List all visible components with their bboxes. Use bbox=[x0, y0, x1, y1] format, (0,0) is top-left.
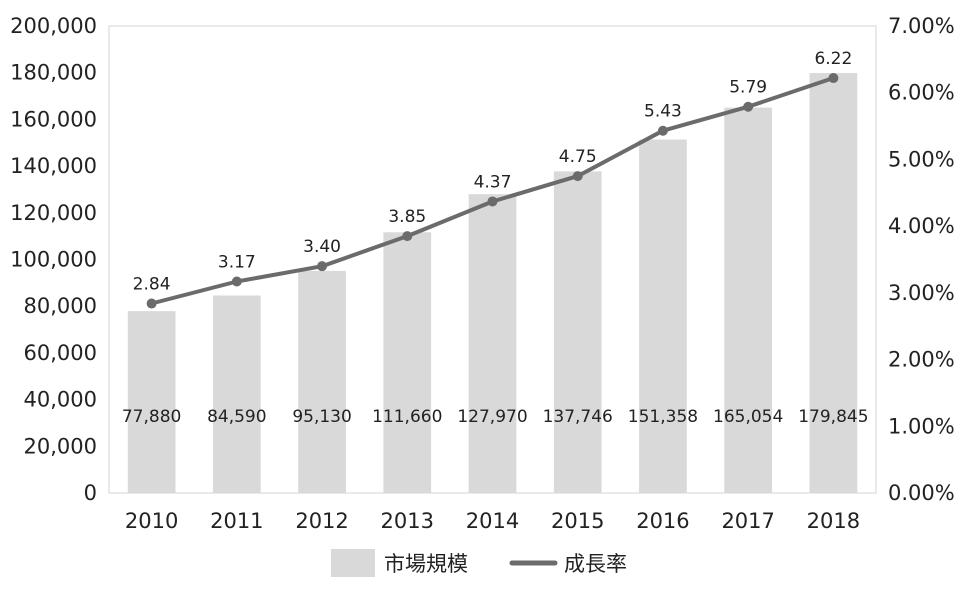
x-axis-tick-label: 2014 bbox=[466, 509, 519, 533]
x-axis-tick-label: 2012 bbox=[295, 509, 348, 533]
line-point-label-2016: 5.43 bbox=[644, 102, 682, 122]
x-axis-tick-label: 2015 bbox=[551, 509, 604, 533]
x-axis-tick-label: 2016 bbox=[636, 509, 689, 533]
bar-value-label-2014: 127,970 bbox=[457, 407, 527, 427]
right-axis-tick-label: 0.00% bbox=[888, 481, 955, 505]
bar-value-label-2016: 151,358 bbox=[628, 407, 698, 427]
bar-2013 bbox=[383, 232, 432, 493]
right-axis-tick-label: 4.00% bbox=[888, 214, 955, 238]
line-point-label-2014: 4.37 bbox=[474, 172, 512, 192]
point-labels-layer: 2.84 3.17 3.40 3.85 4.37 4.75 5.43 5.79 6.22 bbox=[133, 49, 853, 294]
bar-value-label-2017: 165,054 bbox=[713, 407, 783, 427]
bar-value-label-2015: 137,746 bbox=[543, 407, 613, 427]
bar-2015 bbox=[553, 171, 602, 493]
bar-value-label-2012: 95,130 bbox=[292, 407, 351, 427]
left-axis-tick-label: 20,000 bbox=[24, 434, 97, 458]
bar-2016 bbox=[639, 139, 687, 493]
x-axis-tick-label: 2017 bbox=[721, 509, 774, 533]
right-axis-tick-label: 1.00% bbox=[888, 414, 955, 438]
left-axis-tick-label: 80,000 bbox=[24, 294, 97, 318]
bar-2012 bbox=[298, 270, 346, 493]
line-point-2014 bbox=[487, 196, 498, 207]
left-axis-tick-label: 100,000 bbox=[10, 248, 97, 272]
legend-bar-label: 市場規模 bbox=[384, 552, 468, 576]
legend-line-label: 成長率 bbox=[564, 552, 627, 576]
line-point-2015 bbox=[572, 171, 583, 182]
x-axis-tick-label: 2010 bbox=[125, 509, 178, 533]
line-point-2013 bbox=[402, 231, 413, 242]
left-axis-layer: 0 20,000 40,000 60,000 80,000 100,000 120,000 1… bbox=[10, 14, 97, 505]
bar-2014 bbox=[468, 194, 517, 493]
line-point-2016 bbox=[657, 125, 668, 136]
legend: 市場規模 成長率 bbox=[331, 549, 627, 577]
left-axis-tick-label: 180,000 bbox=[10, 61, 97, 85]
x-axis-layer: 2010 2011 2012 2013 2014 2015 2016 2017 2018 bbox=[125, 509, 860, 533]
line-point-label-2011: 3.17 bbox=[218, 253, 256, 273]
left-axis-tick-label: 140,000 bbox=[10, 154, 97, 178]
line-point-label-2015: 4.75 bbox=[559, 147, 597, 167]
right-axis-tick-label: 6.00% bbox=[888, 81, 955, 105]
line-point-2010 bbox=[146, 298, 157, 309]
left-axis-tick-label: 120,000 bbox=[10, 201, 97, 225]
right-axis-tick-label: 5.00% bbox=[888, 147, 955, 171]
right-axis-tick-label: 3.00% bbox=[888, 281, 955, 305]
left-axis-tick-label: 160,000 bbox=[10, 107, 97, 131]
x-axis-tick-label: 2011 bbox=[210, 509, 263, 533]
line-point-label-2018: 6.22 bbox=[814, 49, 852, 69]
x-axis-tick-label: 2013 bbox=[381, 509, 434, 533]
right-axis-tick-label: 2.00% bbox=[888, 348, 955, 372]
left-axis-tick-label: 60,000 bbox=[24, 341, 97, 365]
bar-2018 bbox=[809, 73, 858, 494]
line-point-label-2017: 5.79 bbox=[729, 78, 767, 98]
bar-value-label-2013: 111,660 bbox=[372, 407, 442, 427]
legend-bar-swatch bbox=[331, 549, 375, 577]
bar-2011 bbox=[212, 295, 261, 493]
bar-2017 bbox=[724, 107, 773, 493]
line-point-label-2012: 3.40 bbox=[303, 237, 341, 257]
bar-value-label-2018: 179,845 bbox=[798, 407, 868, 427]
bar-2010 bbox=[127, 311, 176, 493]
line-point-label-2013: 3.85 bbox=[388, 207, 426, 227]
right-axis-layer: 0.00% 1.00% 2.00% 3.00% 4.00% 5.00% 6.00% 7.00% bbox=[888, 14, 955, 505]
left-axis-tick-label: 200,000 bbox=[10, 14, 97, 38]
left-axis-tick-label: 0 bbox=[84, 481, 97, 505]
line-point-2011 bbox=[231, 276, 242, 287]
line-point-2012 bbox=[317, 261, 328, 272]
line-point-2017 bbox=[743, 101, 754, 112]
line-point-2018 bbox=[828, 73, 839, 84]
right-axis-tick-label: 7.00% bbox=[888, 14, 955, 38]
bar-value-label-2010: 77,880 bbox=[122, 407, 181, 427]
bar-labels-layer: 77,880 84,590 95,130 111,660 127,970 137,746 1… bbox=[122, 407, 869, 427]
line-point-label-2010: 2.84 bbox=[133, 275, 171, 295]
left-axis-tick-label: 40,000 bbox=[24, 388, 97, 412]
bars-layer bbox=[127, 73, 858, 494]
x-axis-tick-label: 2018 bbox=[807, 509, 860, 533]
points-layer bbox=[146, 73, 839, 309]
bar-value-label-2011: 84,590 bbox=[207, 407, 266, 427]
